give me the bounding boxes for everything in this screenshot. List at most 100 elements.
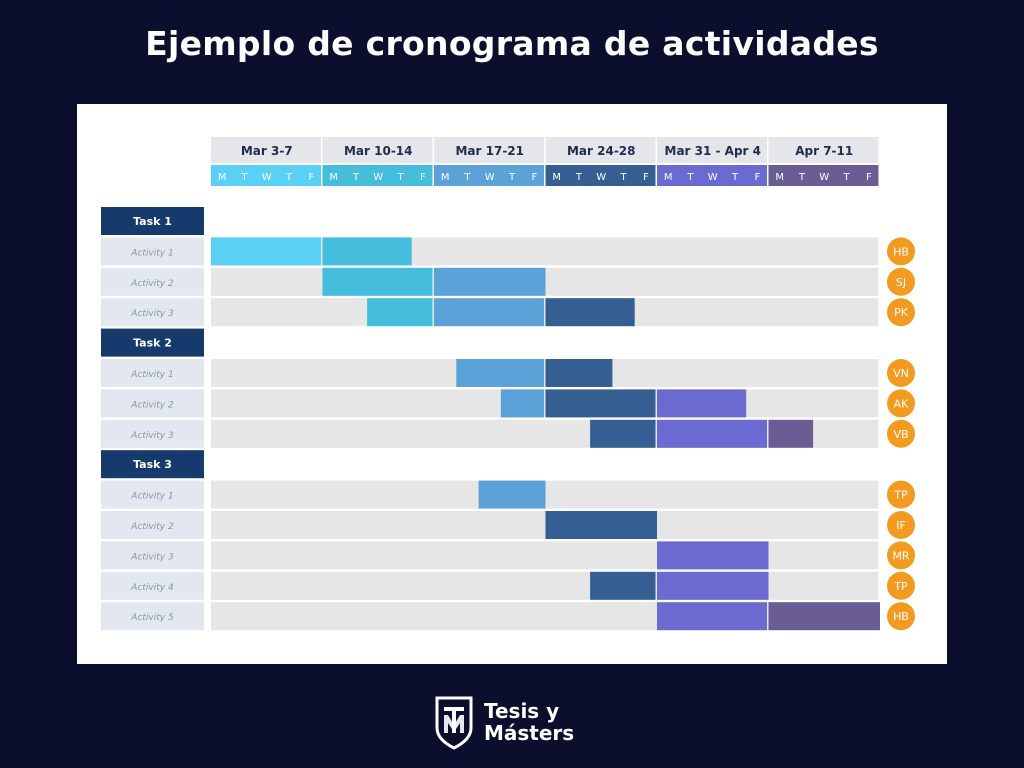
activity-label-cell — [101, 359, 204, 387]
day-label: F — [531, 172, 537, 183]
gantt-bar-segment — [456, 359, 544, 387]
gantt-bar-segment — [545, 389, 656, 418]
gantt-bar-segment — [434, 298, 544, 327]
week-header — [211, 137, 321, 163]
activity-row-background — [211, 389, 879, 418]
activity-label: Activity 2 — [130, 279, 174, 289]
activity-row-background — [211, 237, 879, 266]
gantt-bar-segment — [545, 298, 635, 327]
assignee-initials: PK — [894, 306, 909, 319]
assignee-initials: TP — [893, 580, 908, 593]
day-label: F — [308, 172, 314, 183]
activity-row-background — [211, 511, 879, 539]
day-label: M — [775, 172, 784, 183]
assignee-avatar — [887, 298, 915, 327]
assignee-avatar — [887, 389, 915, 418]
week-label: Mar 10-14 — [344, 144, 413, 158]
assignee-initials: VN — [893, 367, 909, 380]
week-day-strip — [657, 165, 767, 186]
week-label: Mar 17-21 — [455, 144, 524, 158]
brand-name-line-1: Tesis y — [484, 699, 560, 723]
gantt-bar-segment — [590, 419, 656, 448]
activity-label-cell — [101, 602, 204, 631]
week-label: Apr 7-11 — [795, 144, 853, 158]
gantt-bar-segment — [322, 267, 433, 296]
activity-label: Activity 1 — [130, 492, 173, 502]
day-label: W — [708, 172, 718, 183]
week-day-strip — [434, 165, 544, 186]
activity-row-background — [211, 571, 879, 600]
day-label: W — [262, 172, 272, 183]
assignee-avatar — [887, 541, 915, 570]
day-label: T — [731, 172, 739, 183]
task-label: Task 3 — [133, 458, 172, 471]
activity-label-cell — [101, 267, 204, 296]
day-label: F — [866, 172, 872, 183]
gantt-bar-segment — [211, 237, 321, 266]
gantt-bar-segment — [768, 419, 814, 448]
gantt-bar-segment — [657, 389, 747, 418]
day-label: F — [754, 172, 760, 183]
gantt-bar-segment — [590, 571, 656, 600]
activity-label-cell — [101, 571, 204, 600]
day-label: W — [819, 172, 829, 183]
day-label: T — [396, 172, 404, 183]
assignee-avatar — [887, 359, 915, 387]
activity-row-background — [211, 298, 879, 327]
week-header — [657, 137, 767, 163]
activity-label-cell — [101, 419, 204, 448]
week-day-strip — [211, 165, 321, 186]
day-label: T — [842, 172, 850, 183]
assignee-initials: AK — [894, 397, 910, 410]
gantt-bar-segment — [500, 389, 544, 418]
gantt-bar-segment — [657, 571, 769, 600]
day-label: T — [798, 172, 806, 183]
assignee-initials: VB — [893, 428, 908, 441]
assignee-avatar — [887, 480, 915, 509]
activity-label: Activity 1 — [130, 370, 173, 380]
day-label: T — [508, 172, 516, 183]
day-label: T — [352, 172, 360, 183]
activity-label-cell — [101, 511, 204, 539]
week-day-strip — [545, 165, 656, 186]
day-label: M — [552, 172, 561, 183]
shield-logo-icon — [435, 696, 473, 750]
day-label: T — [686, 172, 694, 183]
week-header — [768, 137, 879, 163]
activity-label-cell — [101, 541, 204, 570]
activity-label: Activity 2 — [130, 400, 174, 410]
day-label: W — [485, 172, 495, 183]
task-header — [101, 328, 204, 357]
gantt-bar-segment — [478, 480, 546, 509]
activity-label: Activity 3 — [130, 309, 174, 319]
activity-label: Activity 4 — [130, 583, 174, 593]
assignee-avatar — [887, 419, 915, 448]
day-label: M — [218, 172, 227, 183]
assignee-initials: IF — [896, 519, 906, 532]
day-label: T — [463, 172, 471, 183]
gantt-chart: Mar 3-7 M T W T F Mar 10-14 M T W T F Mar 17-21 M T W T F… — [101, 137, 915, 631]
day-label: T — [619, 172, 627, 183]
page-title: Ejemplo de cronograma de actividades — [145, 24, 879, 63]
gantt-bar-segment — [657, 602, 767, 631]
day-label: T — [285, 172, 293, 183]
activity-label: Activity 3 — [130, 552, 174, 562]
week-label: Mar 24-28 — [567, 144, 636, 158]
week-header — [434, 137, 544, 163]
task-label: Task 2 — [133, 337, 172, 350]
day-label: W — [596, 172, 606, 183]
gantt-bar-segment — [434, 267, 546, 296]
week-day-strip — [768, 165, 879, 186]
assignee-initials: SJ — [896, 276, 906, 289]
assignee-avatar — [887, 571, 915, 600]
day-label: F — [420, 172, 426, 183]
day-label: M — [441, 172, 450, 183]
activity-label-cell — [101, 480, 204, 509]
assignee-initials: HB — [893, 610, 909, 623]
activity-label-cell — [101, 389, 204, 418]
activity-row-background — [211, 419, 879, 448]
activity-row-background — [211, 541, 879, 570]
week-label: Mar 3-7 — [241, 144, 293, 158]
assignee-initials: MR — [892, 549, 909, 562]
day-label: M — [664, 172, 673, 183]
